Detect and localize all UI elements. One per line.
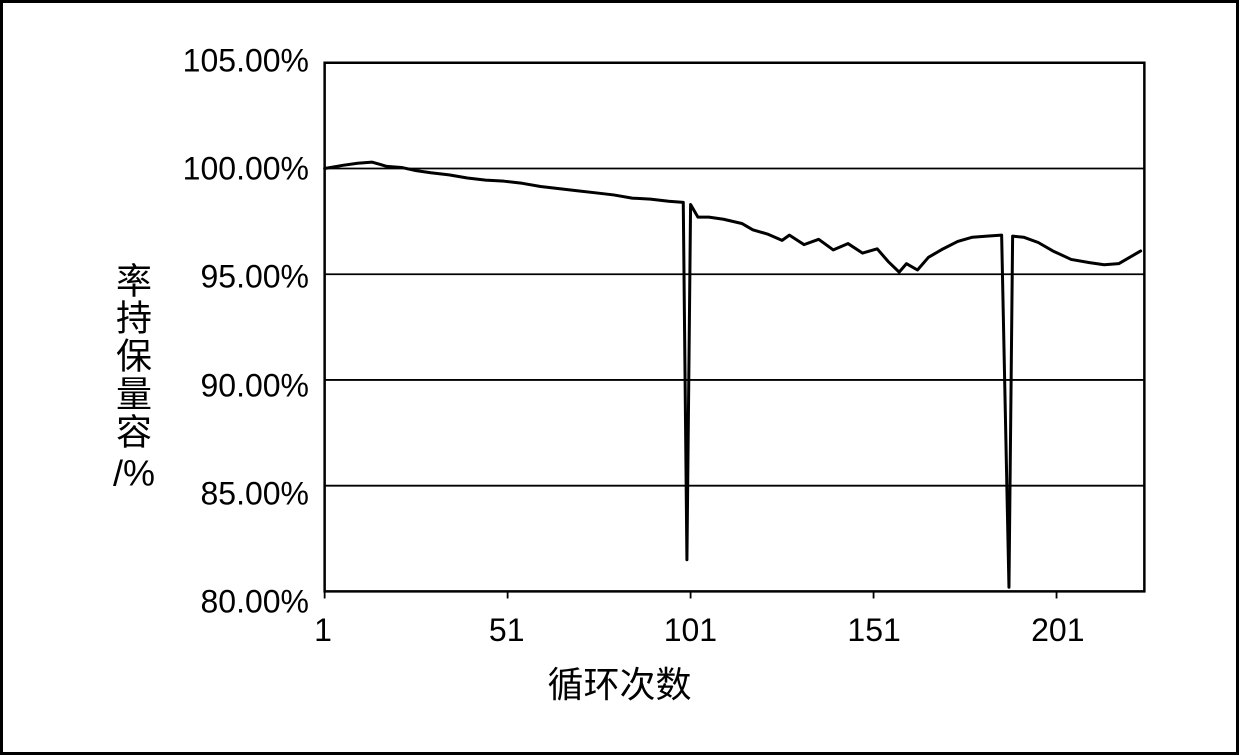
y-tick-label: 100.00% bbox=[183, 151, 309, 188]
y-tick-label: 105.00% bbox=[183, 43, 309, 80]
x-tick-label: 1 bbox=[314, 612, 332, 649]
ylabel-char: 保 bbox=[116, 338, 152, 376]
y-tick-label: 80.00% bbox=[200, 584, 309, 621]
outer-frame: 率 持 保 量 容 /% 80.00%85.00%90.00%95.00%100… bbox=[0, 0, 1239, 755]
line-chart-svg bbox=[323, 61, 1146, 602]
x-axis-label: 循环次数 bbox=[53, 656, 1186, 708]
ylabel-char: 量 bbox=[116, 376, 152, 414]
ylabel-char: 容 bbox=[116, 413, 152, 451]
plot-border bbox=[325, 63, 1145, 592]
x-tick-label: 101 bbox=[664, 612, 717, 649]
x-tick-label: 151 bbox=[847, 612, 900, 649]
x-tick-label: 51 bbox=[489, 612, 525, 649]
y-tick-label: 85.00% bbox=[200, 475, 309, 512]
ylabel-suffix: /% bbox=[113, 455, 155, 493]
y-axis-label: 率 持 保 量 容 /% bbox=[113, 262, 155, 493]
y-tick-label: 90.00% bbox=[200, 367, 309, 404]
x-tick-label: 201 bbox=[1031, 612, 1084, 649]
ylabel-char: 率 bbox=[116, 262, 152, 300]
plot-area: 80.00%85.00%90.00%95.00%100.00%105.00%15… bbox=[323, 61, 1146, 602]
chart-container: 率 持 保 量 容 /% 80.00%85.00%90.00%95.00%100… bbox=[53, 33, 1186, 722]
y-tick-label: 95.00% bbox=[200, 259, 309, 296]
ylabel-char: 持 bbox=[116, 300, 152, 338]
